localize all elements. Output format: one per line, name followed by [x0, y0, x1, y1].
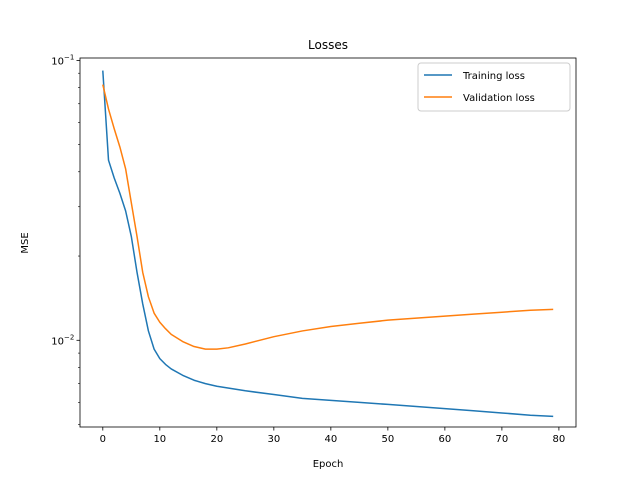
plot-lines: [102, 70, 554, 418]
y-tick-label-exponent: −1: [64, 53, 74, 61]
legend-frame: [417, 62, 571, 112]
legend: Training loss Validation loss: [417, 62, 571, 112]
series-line-training-loss: [102, 70, 554, 418]
legend-label-validation-loss: Validation loss: [463, 93, 535, 104]
y-tick-label: 10: [51, 336, 64, 347]
x-tick-label: 70: [496, 434, 509, 445]
legend-label-training-loss: Training loss: [462, 71, 525, 82]
y-axis-ticks: 10−210−1: [51, 53, 80, 425]
x-tick-label: 60: [439, 434, 452, 445]
x-tick-label: 40: [324, 434, 337, 445]
y-axis-label: MSE: [20, 232, 31, 253]
x-tick-label: 30: [267, 434, 280, 445]
y-tick-label: 10: [51, 56, 64, 67]
x-tick-label: 0: [100, 434, 106, 445]
chart-title: Losses: [308, 38, 348, 52]
series-line-validation-loss: [102, 84, 554, 350]
y-tick-label-exponent: −2: [64, 333, 74, 341]
x-tick-label: 10: [153, 434, 166, 445]
x-tick-label: 50: [381, 434, 394, 445]
x-axis-label: Epoch: [313, 459, 344, 470]
x-axis-ticks: 0 10 20 30 40 50 60 70 80: [100, 427, 566, 445]
plot-frame: [79, 57, 577, 428]
x-tick-label: 20: [210, 434, 223, 445]
x-tick-label: 80: [553, 434, 566, 445]
